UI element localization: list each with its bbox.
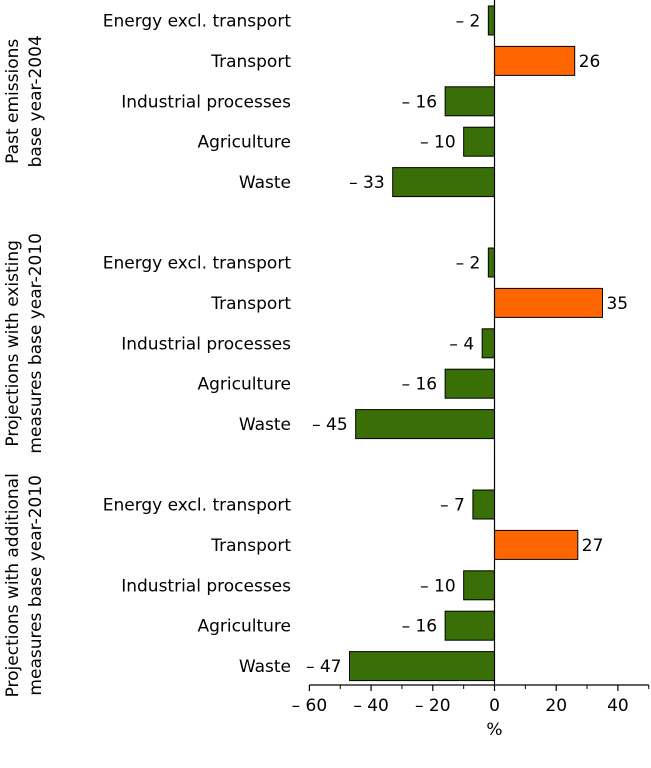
bar — [444, 610, 496, 641]
group-title: Past emissions base year-2004 — [3, 35, 46, 167]
bar — [487, 247, 495, 278]
value-label: – 33 — [349, 173, 385, 193]
x-tick-label: 20 — [545, 696, 567, 716]
x-tick-label: 0 — [489, 696, 500, 716]
value-label: – 10 — [420, 133, 456, 153]
group-title-line: measures base year-2010 — [26, 475, 46, 696]
value-label: 35 — [606, 294, 628, 314]
bar — [494, 45, 576, 76]
x-tick-label: 40 — [607, 696, 629, 716]
category-label: Energy excl. transport — [103, 496, 292, 516]
bar — [494, 287, 603, 318]
category-label: Industrial processes — [121, 576, 291, 596]
value-label: 26 — [579, 52, 601, 72]
category-label: Waste — [239, 173, 291, 193]
bar — [392, 167, 496, 198]
category-label: Energy excl. transport — [103, 12, 292, 32]
value-label: – 16 — [402, 375, 438, 395]
group-title: Projections with additional measures base… — [3, 473, 46, 697]
value-label: 27 — [582, 536, 604, 556]
value-label: – 45 — [312, 415, 348, 435]
value-label: – 2 — [456, 12, 481, 32]
bar — [444, 86, 496, 117]
category-label: Agriculture — [198, 617, 292, 637]
x-axis-title: % — [486, 720, 502, 740]
category-label: Industrial processes — [121, 92, 291, 112]
bar — [463, 570, 495, 601]
category-label: Agriculture — [198, 133, 292, 153]
category-label: Industrial processes — [121, 334, 291, 354]
group-title-line: Projections with additional — [3, 473, 23, 697]
bar — [487, 5, 495, 36]
bar — [481, 328, 496, 359]
bar — [444, 368, 496, 399]
x-tick-label: – 60 — [292, 696, 328, 716]
bar-group-2: Energy excl. transport – 2 Transport 35 Indu… — [3, 233, 628, 454]
category-label: Energy excl. transport — [103, 254, 292, 274]
category-label: Waste — [239, 415, 291, 435]
category-label: Waste — [239, 657, 291, 677]
category-label: Agriculture — [198, 375, 292, 395]
group-title-line: measures base year-2010 — [26, 233, 46, 454]
x-tick-label: – 40 — [353, 696, 389, 716]
bar — [472, 489, 495, 520]
x-axis-ticks: – 60 – 40 – 20 0 20 40 — [292, 685, 650, 716]
category-label: Transport — [210, 52, 291, 72]
x-tick-label: – 20 — [415, 696, 451, 716]
bar-group-1: Energy excl. transport – 2 Transport 26 Indu… — [3, 5, 601, 198]
chart-groups: Energy excl. transport – 2 Transport 26 Indu… — [3, 5, 628, 697]
group-title-line: Projections with existing — [3, 240, 23, 447]
bar — [463, 126, 495, 157]
bar — [494, 529, 579, 560]
group-title: Projections with existing measures base y… — [3, 233, 46, 454]
bar — [355, 409, 495, 440]
value-label: – 7 — [440, 496, 465, 516]
value-label: – 4 — [449, 334, 474, 354]
bar-group-3: Energy excl. transport – 7 Transport 27 Indu… — [3, 473, 603, 697]
value-label: – 16 — [402, 617, 438, 637]
category-label: Transport — [210, 294, 291, 314]
group-title-line: base year-2004 — [26, 35, 46, 167]
value-label: – 16 — [402, 92, 438, 112]
bar — [349, 651, 495, 682]
value-label: – 10 — [420, 576, 456, 596]
category-label: Transport — [210, 536, 291, 556]
value-label: – 2 — [456, 254, 481, 274]
group-title-line: Past emissions — [3, 39, 23, 164]
value-label: – 47 — [306, 657, 342, 677]
